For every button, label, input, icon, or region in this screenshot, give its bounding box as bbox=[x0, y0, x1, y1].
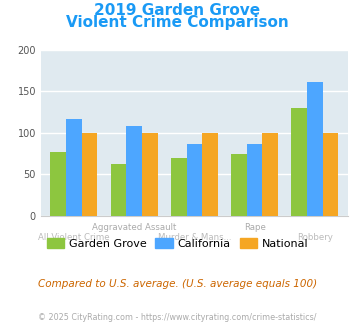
Bar bbox=[231, 154, 247, 216]
Bar bbox=[291, 108, 307, 216]
Text: All Violent Crime: All Violent Crime bbox=[38, 233, 110, 242]
Bar bbox=[202, 133, 218, 216]
Bar bbox=[186, 145, 202, 216]
Text: Violent Crime Comparison: Violent Crime Comparison bbox=[66, 15, 289, 30]
Bar bbox=[50, 152, 66, 216]
Text: Robbery: Robbery bbox=[297, 233, 333, 242]
Text: Rape: Rape bbox=[244, 223, 266, 232]
Bar bbox=[247, 144, 262, 216]
Text: Compared to U.S. average. (U.S. average equals 100): Compared to U.S. average. (U.S. average … bbox=[38, 279, 317, 289]
Bar bbox=[142, 133, 158, 216]
Bar bbox=[262, 133, 278, 216]
Bar bbox=[171, 158, 186, 216]
Bar bbox=[307, 82, 323, 216]
Text: Aggravated Assault: Aggravated Assault bbox=[92, 223, 176, 232]
Bar bbox=[323, 133, 338, 216]
Bar bbox=[66, 119, 82, 216]
Legend: Garden Grove, California, National: Garden Grove, California, National bbox=[42, 234, 313, 253]
Bar bbox=[82, 133, 97, 216]
Text: Murder & Mans...: Murder & Mans... bbox=[158, 233, 231, 242]
Text: 2019 Garden Grove: 2019 Garden Grove bbox=[94, 3, 261, 18]
Text: © 2025 CityRating.com - https://www.cityrating.com/crime-statistics/: © 2025 CityRating.com - https://www.city… bbox=[38, 314, 317, 322]
Bar bbox=[111, 164, 126, 216]
Bar bbox=[126, 126, 142, 216]
